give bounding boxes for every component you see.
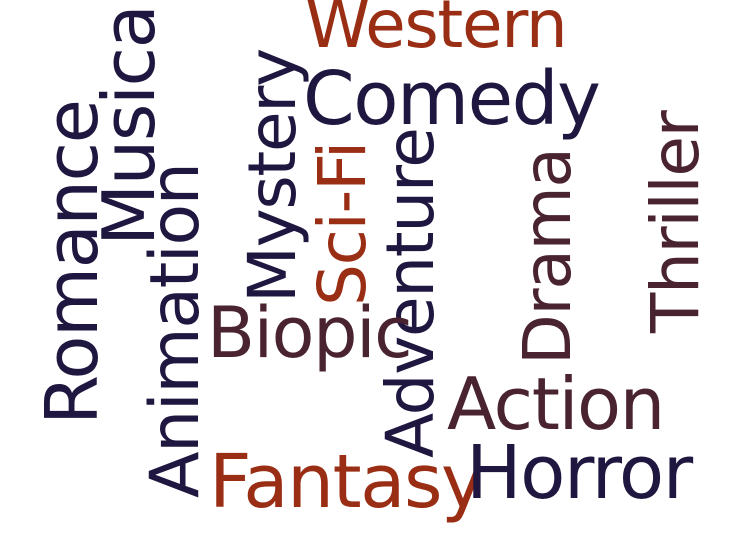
word-animation: Animation: [136, 163, 215, 498]
word-action: Action: [447, 362, 665, 446]
word-biopic: Biopic: [207, 292, 413, 374]
word-scifi: Sci-Fi: [304, 142, 381, 306]
word-western: Western: [305, 0, 568, 63]
word-fantasy: Fantasy: [209, 439, 485, 525]
word-comedy: Comedy: [303, 56, 601, 142]
word-drama: Drama: [509, 148, 586, 365]
word-thriller: Thriller: [637, 111, 714, 333]
word-mystery: Mystery: [234, 49, 311, 303]
word-horror: Horror: [466, 430, 693, 516]
